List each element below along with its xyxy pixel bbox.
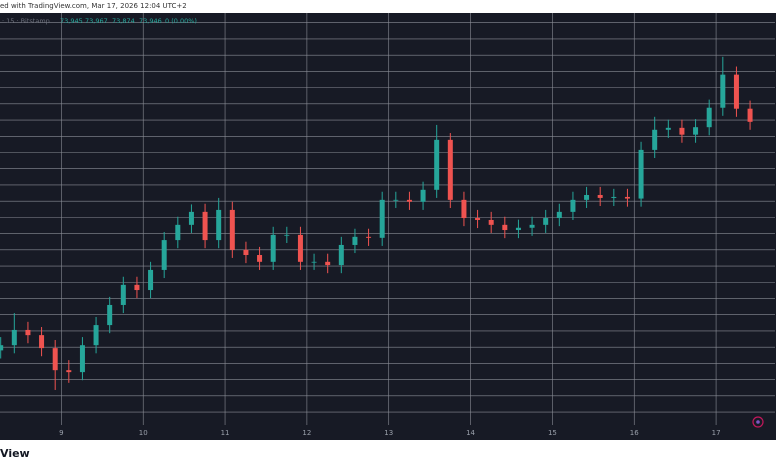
candle-body bbox=[529, 224, 535, 228]
candle-body bbox=[284, 234, 290, 236]
candle-body bbox=[202, 211, 208, 241]
candle-body bbox=[366, 236, 372, 238]
candle-body bbox=[584, 194, 590, 200]
candle-body bbox=[257, 255, 263, 262]
candle-body bbox=[420, 189, 426, 202]
candle-body bbox=[502, 224, 508, 231]
candle-body bbox=[447, 139, 453, 200]
legend-high: 73,967 bbox=[85, 17, 108, 25]
candle-body bbox=[515, 227, 521, 231]
candle-body bbox=[638, 149, 644, 199]
logo: View bbox=[0, 447, 30, 460]
x-tick-label: 15 bbox=[548, 429, 557, 437]
candle-body bbox=[747, 108, 753, 122]
candle-body bbox=[338, 244, 344, 266]
candle-body bbox=[393, 199, 399, 201]
candle-body bbox=[66, 370, 72, 373]
candle-body bbox=[325, 261, 331, 266]
legend-close: 73,946 bbox=[139, 17, 162, 25]
candle-body bbox=[11, 329, 17, 346]
candle-body bbox=[148, 269, 154, 291]
candle-body bbox=[461, 199, 467, 219]
x-tick-label: 17 bbox=[712, 429, 721, 437]
candle-body bbox=[216, 209, 222, 241]
candle-body bbox=[107, 304, 113, 326]
candle-body bbox=[311, 261, 317, 263]
candle-body bbox=[665, 127, 671, 130]
watermark-icon bbox=[752, 416, 764, 428]
candle-body bbox=[39, 335, 45, 349]
candle-body bbox=[25, 329, 31, 336]
legend: · 15 · Bitstamp 73,945 73,967 73,874 73,… bbox=[2, 17, 197, 25]
caption: ed with TradingView.com, Mar 17, 2026 12… bbox=[0, 2, 187, 10]
chart-background bbox=[0, 13, 776, 440]
candle-body bbox=[475, 218, 481, 220]
candle-body bbox=[243, 249, 249, 256]
candle-body bbox=[733, 74, 739, 109]
candle-body bbox=[488, 219, 494, 225]
candle-body bbox=[597, 194, 603, 198]
candle-body bbox=[120, 284, 126, 305]
candle-body bbox=[0, 345, 4, 351]
candle-body bbox=[93, 325, 99, 346]
candle-body bbox=[556, 211, 562, 219]
candle-body bbox=[652, 129, 658, 150]
grid bbox=[0, 13, 775, 425]
x-tick-label: 9 bbox=[59, 429, 63, 437]
x-tick-label: 11 bbox=[221, 429, 230, 437]
candle-body bbox=[706, 107, 712, 128]
candle-body bbox=[188, 211, 194, 225]
x-tick-label: 14 bbox=[466, 429, 475, 437]
candle-body bbox=[161, 240, 167, 270]
candle-body bbox=[270, 234, 276, 262]
candle-body bbox=[175, 224, 181, 241]
legend-open: 73,945 bbox=[60, 17, 83, 25]
candle-body bbox=[434, 139, 440, 190]
candle-body bbox=[611, 196, 617, 198]
x-tick-label: 16 bbox=[630, 429, 639, 437]
legend-change: 0 (0.00%) bbox=[165, 17, 197, 25]
candles bbox=[0, 56, 753, 390]
x-tick-label: 12 bbox=[302, 429, 311, 437]
candle-body bbox=[134, 284, 140, 291]
candle-body bbox=[693, 127, 699, 135]
candle-body bbox=[720, 74, 726, 108]
x-tick-label: 13 bbox=[384, 429, 393, 437]
candle-body bbox=[679, 127, 685, 135]
candle-body bbox=[406, 199, 412, 202]
candle-body bbox=[352, 236, 358, 245]
candle-body bbox=[570, 199, 576, 212]
candle-body bbox=[297, 234, 303, 262]
candle-body bbox=[379, 199, 385, 238]
candle-body bbox=[79, 345, 85, 373]
candle-body bbox=[229, 209, 235, 250]
candle-body bbox=[543, 218, 549, 225]
legend-low: 73,874 bbox=[112, 17, 135, 25]
x-tick-label: 10 bbox=[139, 429, 148, 437]
candle-body bbox=[624, 196, 630, 199]
candle-body bbox=[52, 348, 58, 371]
legend-symbol: · 15 · Bitstamp bbox=[2, 17, 50, 25]
